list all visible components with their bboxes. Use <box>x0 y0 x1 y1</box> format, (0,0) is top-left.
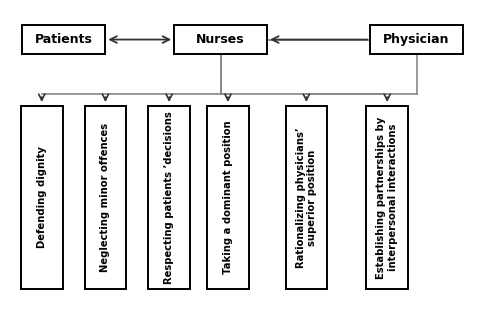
Bar <box>84 106 126 289</box>
Text: Rationalizing physicians’
superior position: Rationalizing physicians’ superior posit… <box>296 127 317 268</box>
Bar <box>174 25 267 54</box>
Text: Neglecting minor offences: Neglecting minor offences <box>100 123 110 272</box>
Bar <box>21 106 62 289</box>
Text: Nurses: Nurses <box>196 33 245 46</box>
Text: Physician: Physician <box>384 33 450 46</box>
Bar <box>286 106 327 289</box>
Bar <box>366 106 408 289</box>
Bar <box>148 106 190 289</box>
Bar <box>207 106 249 289</box>
Text: Respecting patients ’decisions: Respecting patients ’decisions <box>164 111 174 284</box>
Text: Defending dignity: Defending dignity <box>37 147 47 249</box>
Text: Patients: Patients <box>35 33 92 46</box>
Text: Taking a dominant position: Taking a dominant position <box>223 121 233 274</box>
Bar <box>22 25 105 54</box>
Bar <box>370 25 463 54</box>
Text: Establishing partnerships by
interpersonal interactions: Establishing partnerships by interperson… <box>376 117 398 279</box>
